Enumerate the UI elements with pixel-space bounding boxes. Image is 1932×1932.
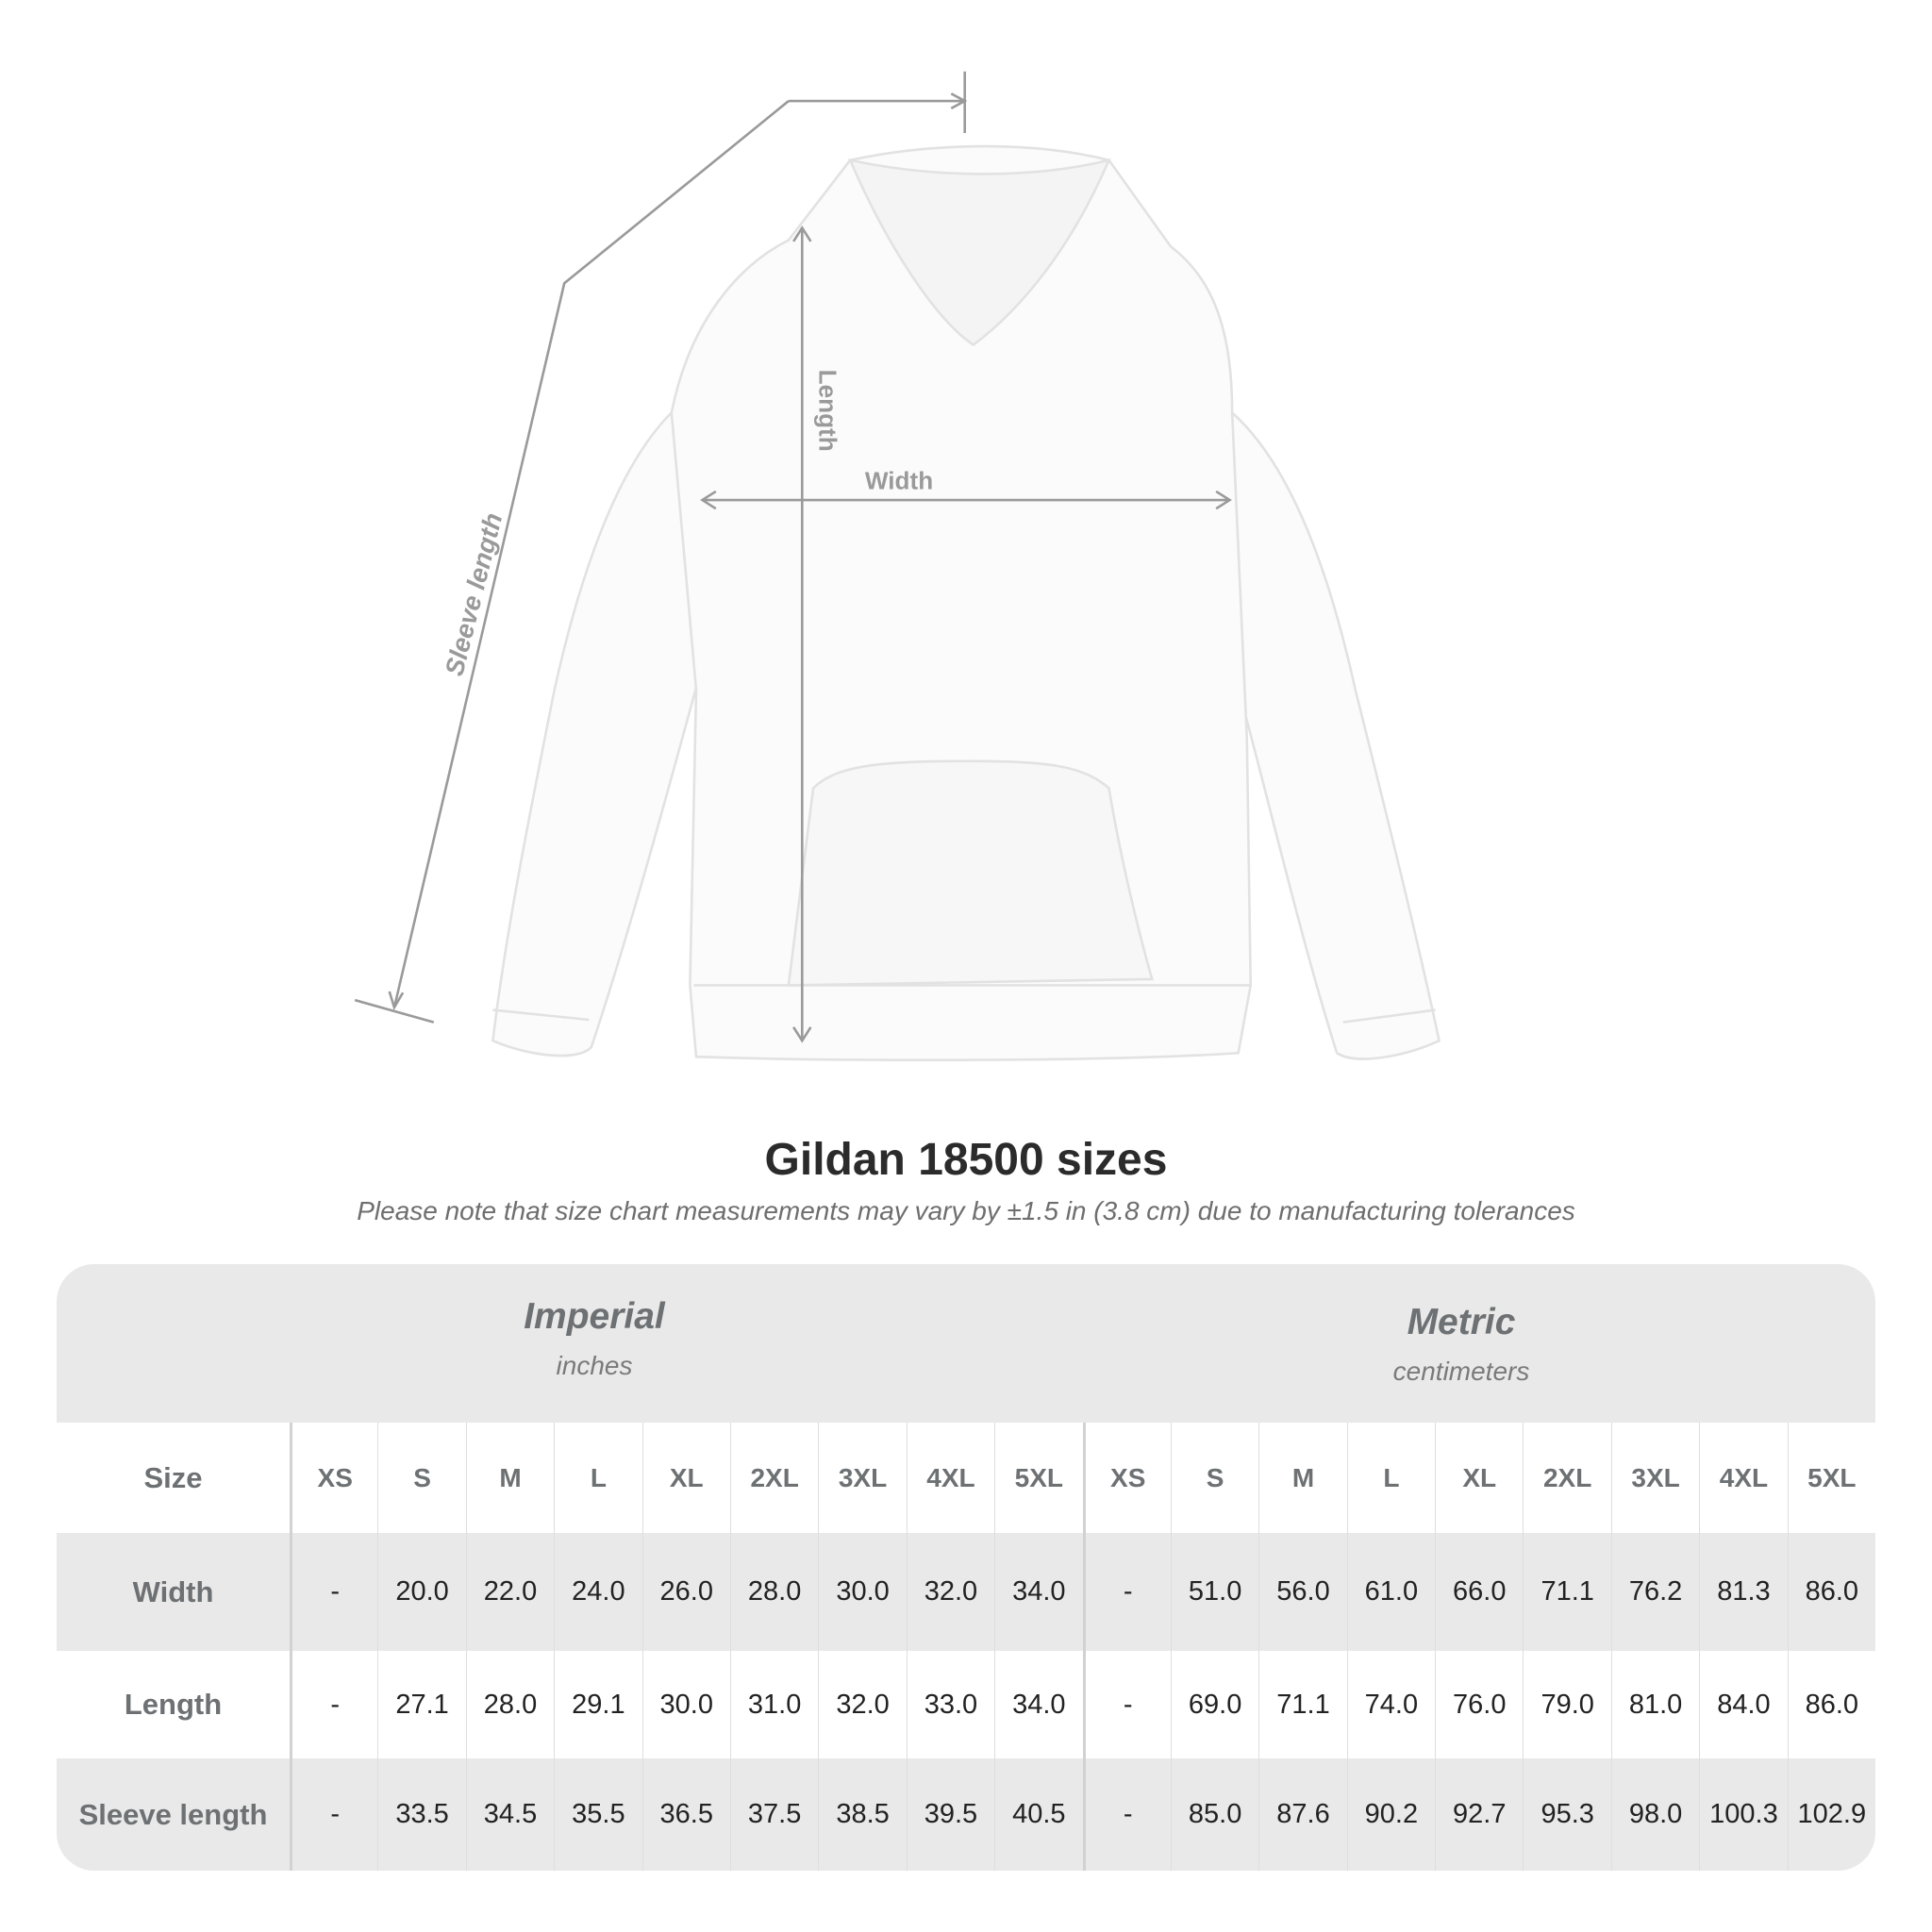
metric-value-cell: 84.0: [1699, 1651, 1787, 1758]
imperial-value-cell: 27.1: [377, 1651, 465, 1758]
metric-value-cell: -: [1082, 1651, 1171, 1758]
imperial-value-cell: 26.0: [641, 1533, 730, 1651]
row-label: Length: [124, 1688, 223, 1721]
metric-value-cell: 56.0: [1258, 1533, 1346, 1651]
metric-value-cell: 81.3: [1699, 1533, 1787, 1651]
size-header-cell: M: [1258, 1423, 1346, 1533]
metric-value-cell: 69.0: [1170, 1651, 1258, 1758]
sleeve-length-label: Sleeve length: [440, 510, 508, 679]
metric-value-cell: 86.0: [1787, 1533, 1875, 1651]
imperial-value-cell: -: [290, 1533, 377, 1651]
metric-value-cell: 100.3: [1699, 1758, 1787, 1871]
imperial-value-cell: 33.0: [906, 1651, 994, 1758]
row-label: Width: [132, 1574, 214, 1608]
imperial-value-cell: -: [290, 1651, 377, 1758]
metric-value-cell: 98.0: [1610, 1758, 1699, 1871]
metric-value-cell: 51.0: [1170, 1533, 1258, 1651]
metric-value-cell: -: [1082, 1758, 1171, 1871]
row-label: Size: [143, 1460, 203, 1494]
row-label: Sleeve length: [78, 1797, 268, 1831]
imperial-value-cell: 28.0: [729, 1533, 818, 1651]
size-header-cell: 3XL: [1610, 1423, 1699, 1533]
metric-value-cell: 92.7: [1435, 1758, 1523, 1871]
size-header-cell: S: [1170, 1423, 1258, 1533]
size-header-cell: XS: [1082, 1423, 1171, 1533]
table-row: Length -27.1 28.0 29.1 30.0 31.0 32.0 33.0 34.0-…: [57, 1651, 1875, 1758]
table-row: Sleeve length -33.5 34.5 35.5 36.5 37.5 38.5 39…: [57, 1758, 1875, 1871]
size-header-cell: S: [377, 1423, 465, 1533]
imperial-value-cell: 35.5: [554, 1758, 641, 1871]
hoodie-diagram: Length Width Sleeve length: [354, 71, 1441, 1061]
size-header-cell: 3XL: [818, 1423, 906, 1533]
size-header-cell: L: [554, 1423, 641, 1533]
imperial-value-cell: 39.5: [906, 1758, 994, 1871]
size-header-cell: L: [1346, 1423, 1435, 1533]
size-header-cell: 4XL: [1699, 1423, 1787, 1533]
imperial-value-cell: 38.5: [818, 1758, 906, 1871]
imperial-value-cell: 40.5: [994, 1758, 1082, 1871]
imperial-value-cell: 29.1: [554, 1651, 641, 1758]
table-header-band: Imperial inches Metric centimeters: [57, 1264, 1875, 1423]
imperial-value-cell: 22.0: [465, 1533, 554, 1651]
size-header-cell: 2XL: [729, 1423, 818, 1533]
size-header-row: Size XS S M L XL 2XL 3XL 4XL 5XL XS S M L XL 2XL 3XL 4XL 5…: [57, 1423, 1875, 1533]
size-header-cell: 5XL: [994, 1423, 1082, 1533]
size-header-cell: XL: [1435, 1423, 1523, 1533]
page-title: Gildan 18500 sizes: [764, 1135, 1168, 1185]
imperial-value-cell: 32.0: [818, 1651, 906, 1758]
metric-value-cell: 87.6: [1258, 1758, 1346, 1871]
measurement-lines: [354, 71, 1232, 1043]
metric-value-cell: 71.1: [1523, 1533, 1610, 1651]
imperial-header: Imperial inches: [264, 1296, 924, 1381]
imperial-value-cell: 31.0: [729, 1651, 818, 1758]
metric-value-cell: 74.0: [1346, 1651, 1435, 1758]
metric-value-cell: 79.0: [1523, 1651, 1610, 1758]
size-header-cell: 2XL: [1523, 1423, 1610, 1533]
metric-value-cell: -: [1082, 1533, 1171, 1651]
metric-value-cell: 90.2: [1346, 1758, 1435, 1871]
metric-header: Metric centimeters: [1131, 1302, 1791, 1387]
length-label: Length: [814, 370, 842, 452]
hoodie-image: [491, 144, 1441, 1061]
table-row: Width -20.0 22.0 24.0 26.0 28.0 30.0 32.0 34.0-5…: [57, 1533, 1875, 1651]
imperial-value-cell: 28.0: [465, 1651, 554, 1758]
imperial-value-cell: 20.0: [377, 1533, 465, 1651]
metric-value-cell: 86.0: [1787, 1651, 1875, 1758]
metric-value-cell: 66.0: [1435, 1533, 1523, 1651]
metric-value-cell: 76.2: [1610, 1533, 1699, 1651]
metric-value-cell: 85.0: [1170, 1758, 1258, 1871]
size-header-cell: 5XL: [1787, 1423, 1875, 1533]
imperial-value-cell: 30.0: [818, 1533, 906, 1651]
imperial-value-cell: 34.5: [465, 1758, 554, 1871]
metric-value-cell: 95.3: [1523, 1758, 1610, 1871]
imperial-value-cell: 34.0: [994, 1651, 1082, 1758]
metric-value-cell: 61.0: [1346, 1533, 1435, 1651]
metric-value-cell: 81.0: [1610, 1651, 1699, 1758]
imperial-unit: inches: [556, 1351, 633, 1380]
imperial-value-cell: 36.5: [641, 1758, 730, 1871]
metric-title: Metric: [1407, 1302, 1516, 1342]
imperial-value-cell: 30.0: [641, 1651, 730, 1758]
metric-value-cell: 102.9: [1787, 1758, 1875, 1871]
imperial-value-cell: 24.0: [554, 1533, 641, 1651]
imperial-value-cell: -: [290, 1758, 377, 1871]
size-header-cell: XL: [641, 1423, 730, 1533]
metric-value-cell: 76.0: [1435, 1651, 1523, 1758]
size-header-cell: XS: [290, 1423, 377, 1533]
metric-unit: centimeters: [1392, 1357, 1530, 1386]
width-label: Width: [865, 466, 933, 494]
size-header-cell: 4XL: [906, 1423, 994, 1533]
imperial-value-cell: 32.0: [906, 1533, 994, 1651]
imperial-title: Imperial: [524, 1296, 665, 1337]
tolerance-note: Please note that size chart measurements…: [357, 1196, 1575, 1225]
imperial-value-cell: 37.5: [729, 1758, 818, 1871]
size-table: Imperial inches Metric centimeters Size X…: [57, 1264, 1875, 1871]
metric-value-cell: 71.1: [1258, 1651, 1346, 1758]
imperial-value-cell: 34.0: [994, 1533, 1082, 1651]
imperial-value-cell: 33.5: [377, 1758, 465, 1871]
size-header-cell: M: [465, 1423, 554, 1533]
